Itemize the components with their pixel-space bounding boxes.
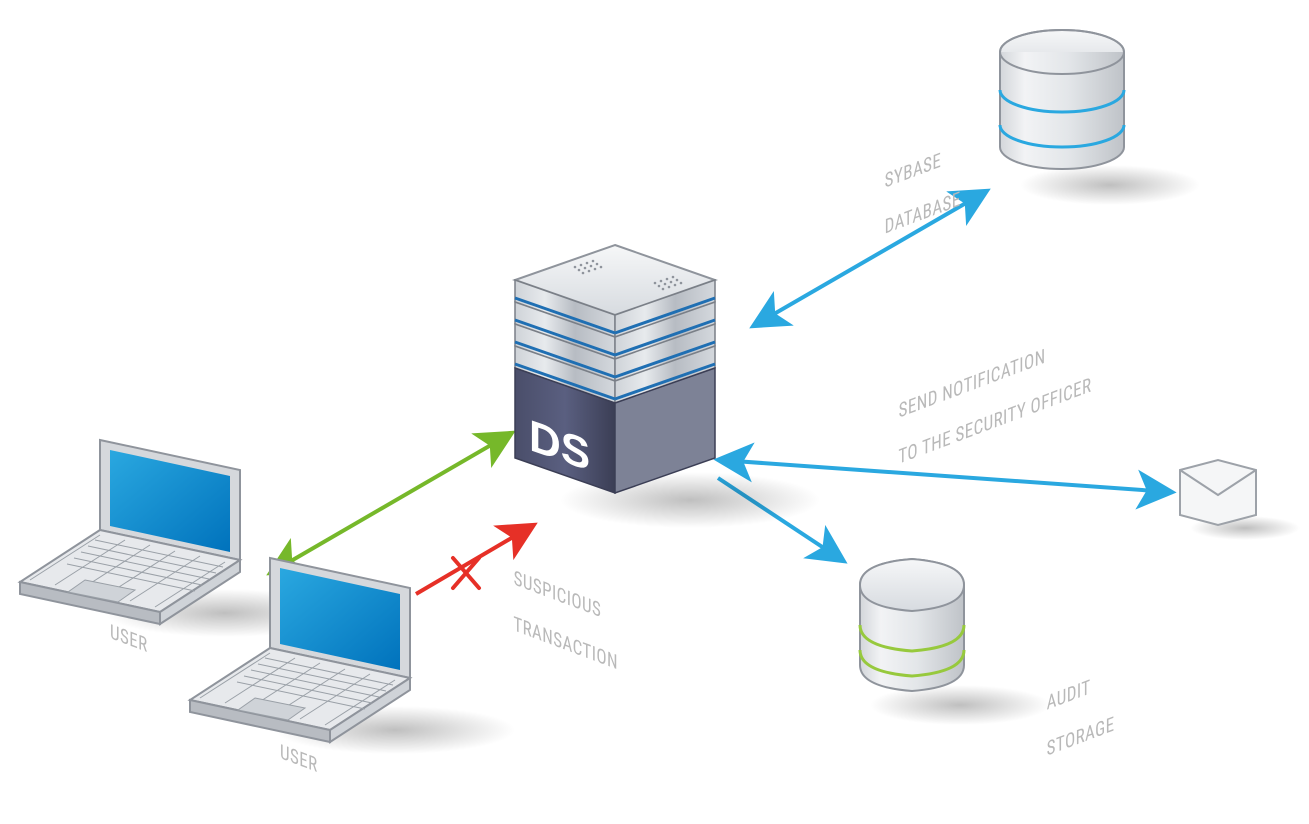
blocked-x-icon <box>453 558 479 588</box>
label-storage-line1: AUDIT <box>1047 674 1091 715</box>
diagram-stage: DS <box>0 0 1309 824</box>
label-storage: AUDIT STORAGE <box>1038 643 1115 764</box>
laptop-user2-icon <box>190 558 410 742</box>
arrow-server-mail <box>720 460 1170 492</box>
label-database-line1: SYBASE <box>885 147 942 192</box>
label-database-line2: DATABASE <box>885 186 961 239</box>
server-icon: DS <box>515 245 715 493</box>
label-mail: SEND NOTIFICATION TO THE SECURITY OFFICE… <box>890 304 1091 472</box>
laptop-user1-icon <box>20 440 240 624</box>
storage-icon <box>860 559 964 691</box>
label-storage-line2: STORAGE <box>1047 711 1115 761</box>
server-ds-label: DS <box>529 410 590 481</box>
arrow-server-storage <box>718 478 842 560</box>
database-icon <box>1000 30 1124 169</box>
label-user1: USER <box>110 620 148 657</box>
label-suspicious-line2: TRANSACTION <box>513 611 618 674</box>
label-user2: USER <box>280 740 318 777</box>
label-suspicious: SUSPICIOUS TRANSACTION <box>505 540 618 675</box>
label-suspicious-line1: SUSPICIOUS <box>514 565 602 622</box>
arrow-user-server <box>272 434 510 572</box>
mail-icon <box>1180 460 1256 525</box>
label-database: SYBASE DATABASE <box>876 118 961 242</box>
